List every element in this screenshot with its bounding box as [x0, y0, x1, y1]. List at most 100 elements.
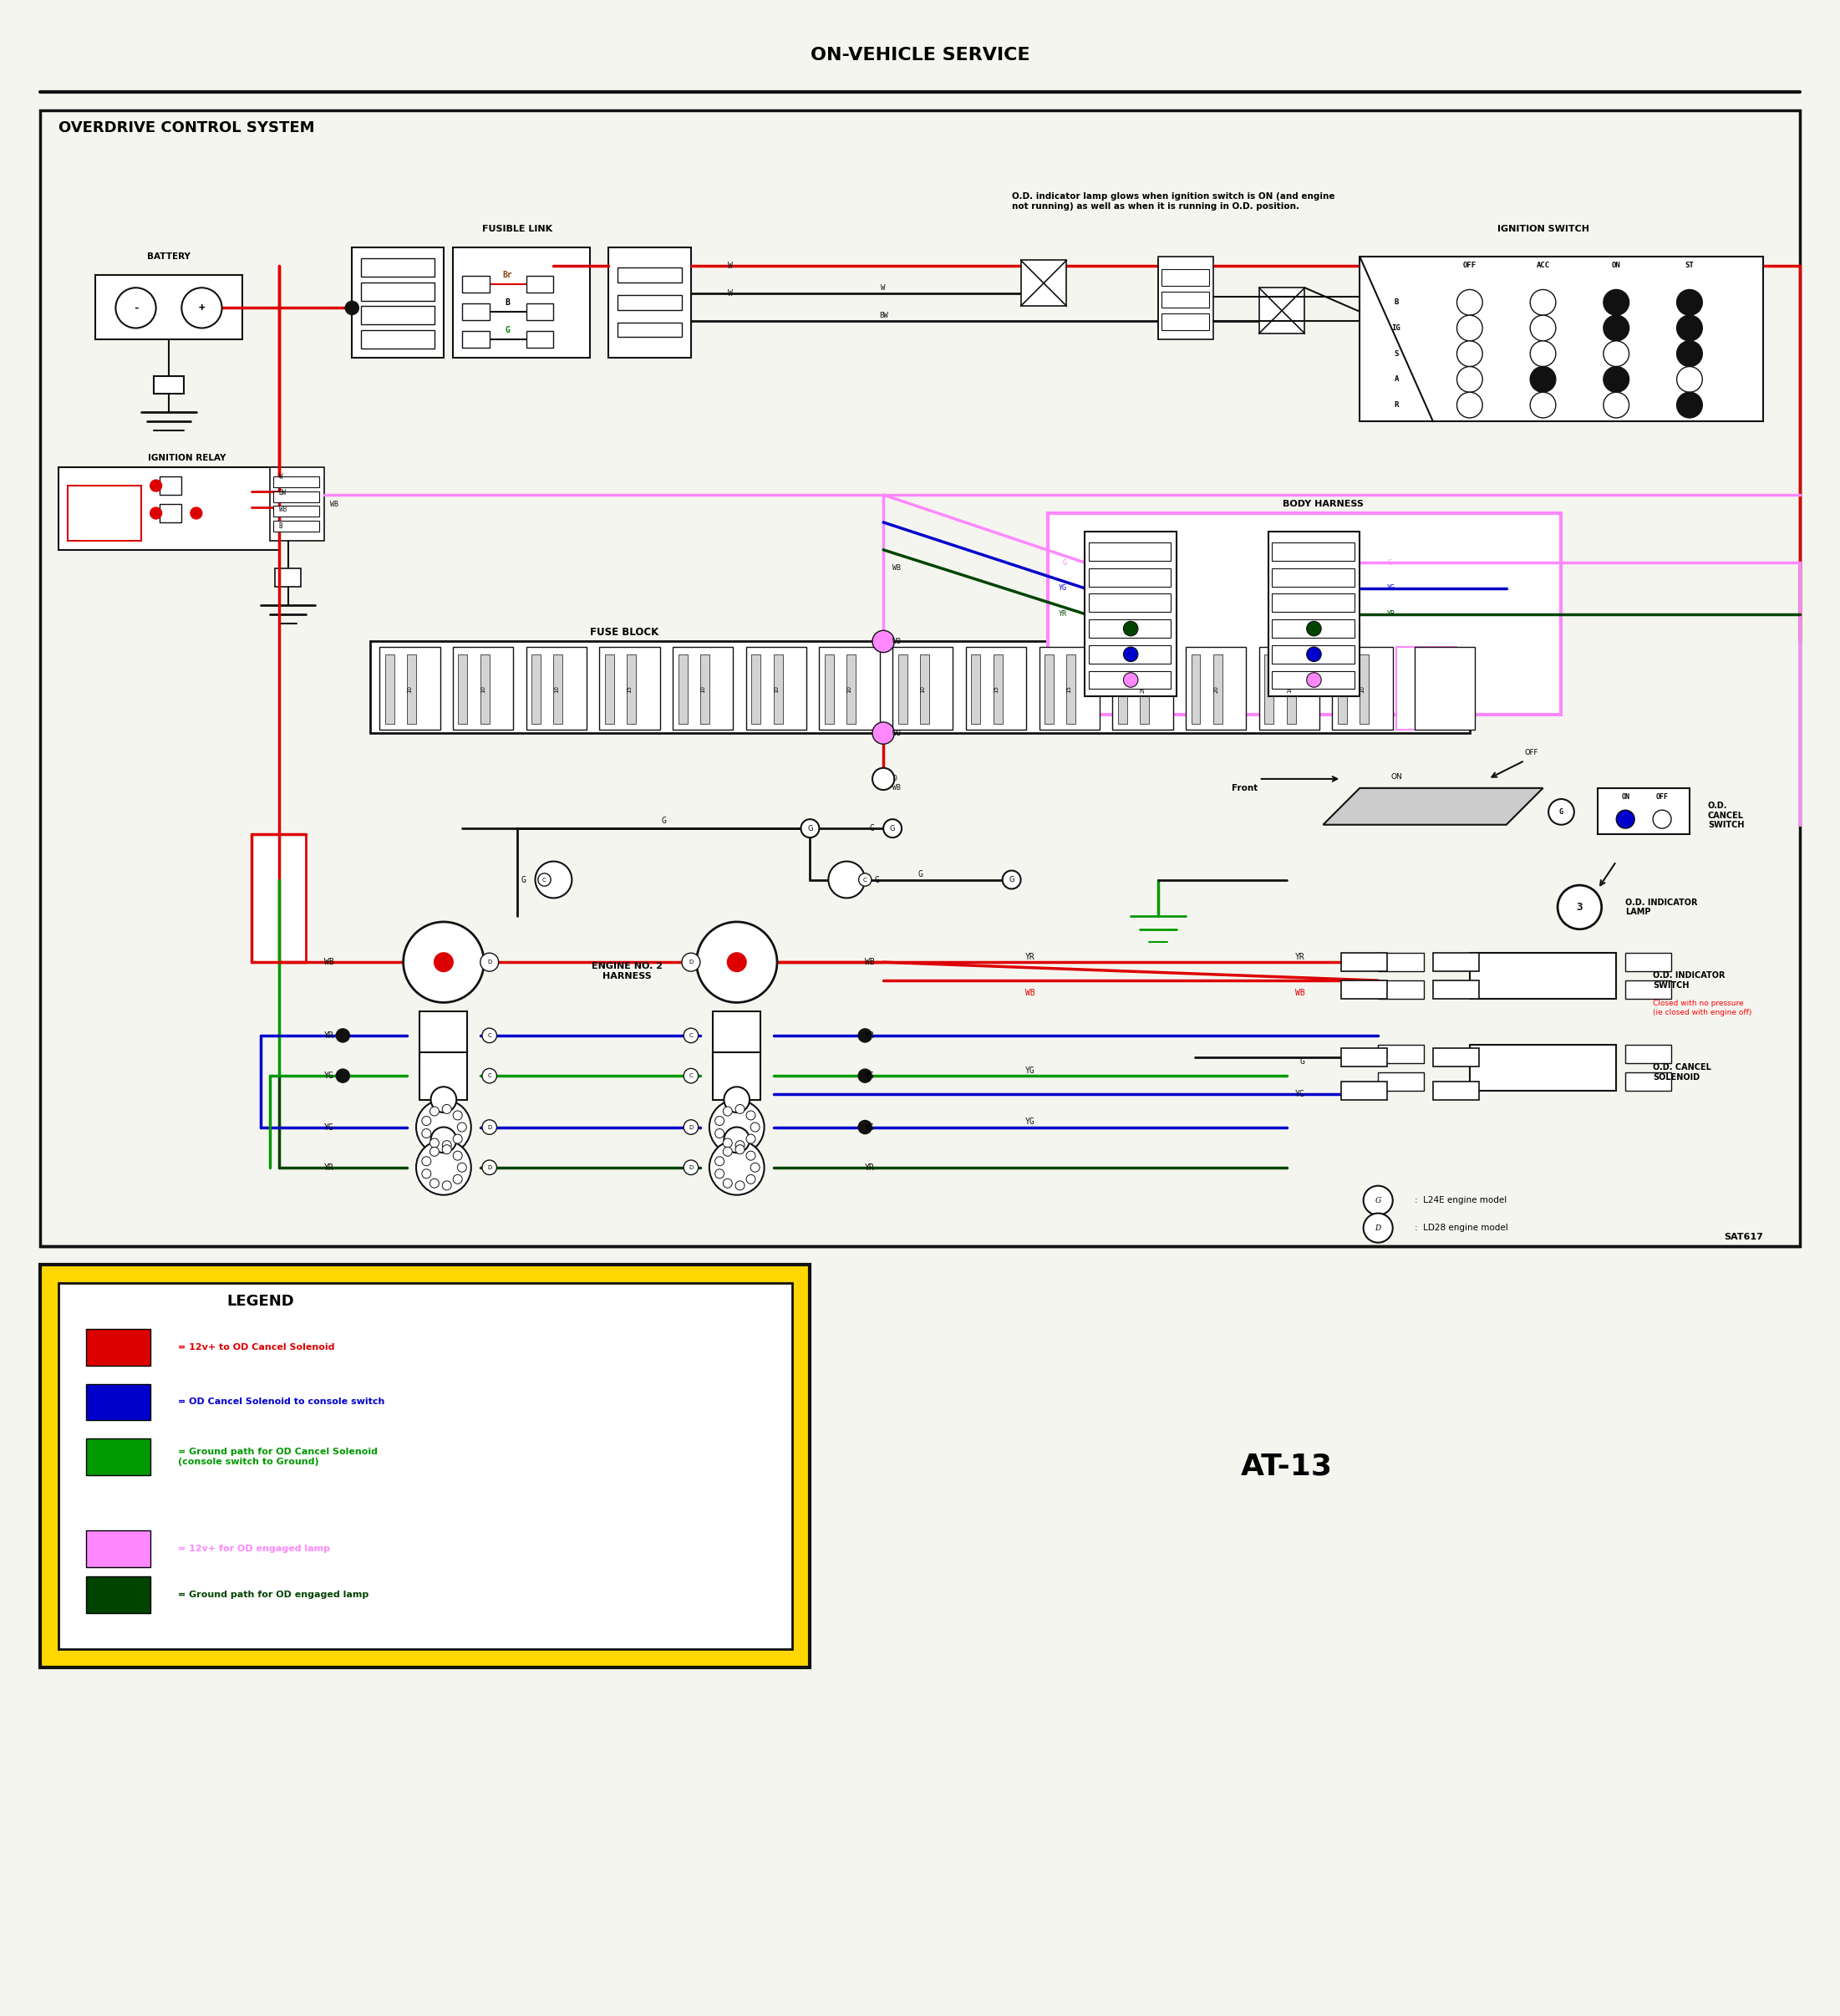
Circle shape: [747, 1175, 756, 1183]
Circle shape: [1531, 367, 1557, 393]
Bar: [1268, 532, 1360, 696]
Bar: [892, 647, 953, 730]
Text: 10: 10: [480, 685, 486, 694]
Bar: [1341, 954, 1387, 972]
Bar: [1378, 980, 1424, 998]
Polygon shape: [1264, 655, 1273, 724]
Text: W: W: [881, 284, 885, 292]
Bar: [673, 647, 732, 730]
Circle shape: [1457, 341, 1483, 367]
Circle shape: [151, 480, 162, 492]
Circle shape: [697, 921, 776, 1002]
Polygon shape: [1067, 655, 1076, 724]
Polygon shape: [605, 655, 615, 724]
Text: OFF: OFF: [1463, 262, 1476, 270]
Circle shape: [442, 1181, 451, 1189]
Text: O.D. INDICATOR
SWITCH: O.D. INDICATOR SWITCH: [1652, 972, 1726, 990]
Text: S: S: [1395, 351, 1398, 357]
Bar: [1625, 1044, 1671, 1062]
Circle shape: [1457, 314, 1483, 341]
Bar: [1049, 514, 1562, 716]
Bar: [160, 504, 182, 522]
Polygon shape: [824, 655, 834, 724]
Text: YR: YR: [865, 1032, 874, 1040]
Bar: [1271, 645, 1354, 663]
Circle shape: [857, 1028, 872, 1042]
Bar: [86, 1530, 151, 1566]
Circle shape: [191, 508, 202, 518]
Text: WB: WB: [892, 730, 902, 738]
Circle shape: [716, 1157, 725, 1165]
Bar: [453, 647, 513, 730]
Text: D: D: [488, 1165, 491, 1169]
Circle shape: [736, 1181, 745, 1189]
Text: D: D: [1374, 1224, 1382, 1232]
Text: C: C: [488, 1032, 491, 1038]
Bar: [1089, 595, 1170, 613]
Circle shape: [482, 1119, 497, 1135]
Circle shape: [1531, 314, 1557, 341]
Circle shape: [1603, 290, 1628, 314]
Circle shape: [1603, 367, 1628, 393]
Text: +: +: [199, 302, 204, 312]
Text: D: D: [688, 1165, 694, 1169]
Text: YR: YR: [1387, 611, 1395, 617]
Circle shape: [421, 1117, 431, 1125]
Circle shape: [872, 722, 894, 744]
Polygon shape: [532, 655, 541, 724]
Circle shape: [151, 508, 162, 518]
Bar: [272, 506, 318, 516]
Text: 10: 10: [554, 685, 559, 694]
Polygon shape: [627, 655, 637, 724]
Text: YG: YG: [865, 1073, 874, 1081]
Bar: [68, 486, 142, 540]
Circle shape: [736, 1105, 745, 1113]
Text: FUSIBLE LINK: FUSIBLE LINK: [482, 226, 552, 234]
Text: 10: 10: [920, 685, 926, 694]
Bar: [712, 1012, 760, 1058]
Bar: [1259, 647, 1319, 730]
Text: :  LD28 engine model: : LD28 engine model: [1415, 1224, 1509, 1232]
Bar: [420, 1052, 467, 1099]
Polygon shape: [751, 655, 760, 724]
Text: G: G: [1008, 875, 1014, 883]
Text: C: C: [688, 1032, 694, 1038]
Text: ON: ON: [1621, 794, 1630, 800]
Circle shape: [1457, 290, 1483, 314]
Text: BATTERY: BATTERY: [147, 252, 191, 260]
Circle shape: [684, 1068, 699, 1083]
Circle shape: [537, 873, 550, 887]
Text: C: C: [863, 877, 867, 883]
Bar: [618, 268, 683, 282]
Bar: [526, 302, 554, 321]
Text: ACC: ACC: [1536, 262, 1549, 270]
Text: 20: 20: [1213, 685, 1218, 694]
Circle shape: [828, 861, 865, 897]
Bar: [1271, 671, 1354, 689]
Text: 3: 3: [1577, 901, 1582, 913]
Text: ST: ST: [1685, 262, 1695, 270]
Circle shape: [1003, 871, 1021, 889]
Bar: [1378, 1044, 1424, 1062]
Circle shape: [723, 1127, 749, 1153]
Text: 15: 15: [627, 685, 633, 694]
Circle shape: [421, 1157, 431, 1165]
Bar: [1397, 647, 1457, 730]
Bar: [1271, 542, 1354, 560]
Polygon shape: [994, 655, 1003, 724]
Text: WB: WB: [278, 506, 287, 514]
Text: G: G: [1387, 558, 1391, 566]
Circle shape: [438, 958, 449, 968]
Circle shape: [458, 1163, 467, 1171]
Text: IGNITION SWITCH: IGNITION SWITCH: [1498, 226, 1590, 234]
Text: YR: YR: [1295, 952, 1305, 962]
Text: WB: WB: [329, 500, 339, 508]
Text: O.D. CANCEL
SOLENOID: O.D. CANCEL SOLENOID: [1652, 1062, 1711, 1081]
Text: W: W: [278, 472, 283, 480]
Text: R: R: [1395, 401, 1398, 409]
Text: BW: BW: [880, 310, 889, 319]
Bar: [379, 647, 440, 730]
Text: BW: BW: [278, 490, 287, 496]
Text: 10: 10: [1286, 685, 1292, 694]
Circle shape: [751, 1163, 760, 1171]
